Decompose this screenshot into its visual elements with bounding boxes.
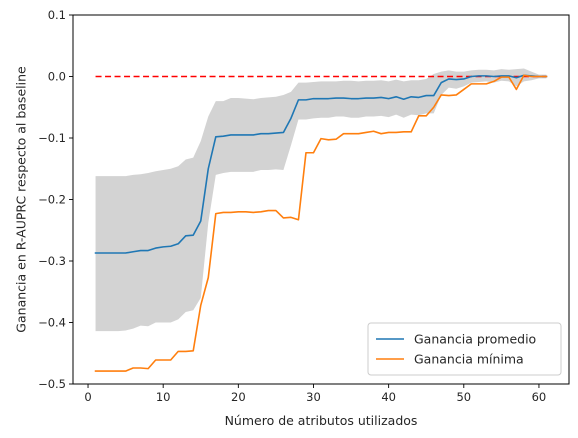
x-tick-label: 30	[306, 390, 321, 404]
y-tick-label: −0.5	[38, 377, 66, 391]
x-tick-label: 10	[156, 390, 171, 404]
series-line-0	[94, 74, 548, 254]
y-tick-label: −0.2	[38, 193, 66, 207]
plot-area	[94, 68, 548, 372]
x-tick-label: 40	[381, 390, 396, 404]
y-tick-label: 0.0	[48, 70, 66, 84]
legend-label-ganancia-promedio: Ganancia promedio	[414, 332, 536, 347]
legend: Ganancia promedio Ganancia mínima	[367, 322, 562, 376]
axis-ticks: 0 10 20 30 40 50 60 −0.5 −0.4 −0.3 −0.2 −0.1 0.0 0.1	[38, 8, 546, 404]
range-band	[95, 68, 547, 332]
series-line-1	[94, 74, 548, 372]
x-tick-label: 0	[84, 390, 91, 404]
x-tick-label: 60	[532, 390, 547, 404]
x-axis-label: Número de atributos utilizados	[225, 413, 418, 428]
y-tick-label: −0.4	[38, 316, 66, 330]
y-tick-label: −0.3	[38, 254, 66, 268]
x-tick-label: 50	[456, 390, 471, 404]
legend-box	[367, 322, 562, 376]
y-tick-label: −0.1	[38, 131, 66, 145]
y-axis-label: Ganancia en R-AUPRC respecto al baseline	[13, 66, 28, 333]
y-tick-label: 0.1	[48, 8, 66, 22]
legend-label-ganancia-minima: Ganancia mínima	[414, 352, 524, 367]
x-tick-label: 20	[231, 390, 246, 404]
